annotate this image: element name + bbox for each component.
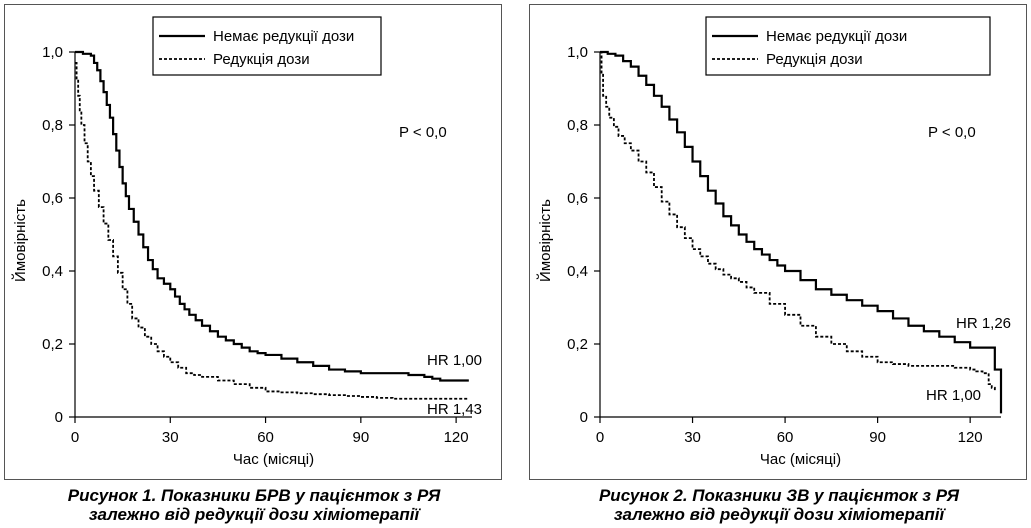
- x-tick-label: 120: [958, 429, 983, 446]
- x-tick-label: 90: [869, 429, 886, 446]
- hr-label: HR 1,00: [926, 387, 981, 404]
- km-chart-1: 0 0,2 0,4 0,6 0,8 1,0 0 30 60 90 120 Час (місяці) Йм…: [11, 16, 482, 468]
- caption-line-2: залежно від редукції дози хіміотерапії: [88, 505, 420, 524]
- y-tick-label: 0,4: [42, 263, 63, 280]
- hr-label: HR 1,00: [427, 352, 482, 369]
- legend-label: Немає редукції дози: [766, 28, 907, 45]
- figure-caption-2: Рисунок 2. Показники ЗВ у пацієнток з РЯ…: [529, 486, 1029, 524]
- y-tick-label: 0,2: [42, 336, 63, 353]
- caption-line-2: залежно від редукції дози хіміотерапії: [613, 505, 945, 524]
- x-tick-label: 90: [352, 429, 369, 446]
- y-tick-label: 0,6: [567, 190, 588, 207]
- legend-label: Редукція дози: [213, 51, 310, 68]
- x-tick-label: 120: [444, 429, 469, 446]
- x-tick-label: 0: [596, 429, 604, 446]
- axes: [594, 51, 1001, 423]
- x-tick-label: 30: [684, 429, 701, 446]
- y-tick-label: 0: [55, 409, 63, 426]
- y-tick-label: 0,8: [567, 117, 588, 134]
- series-line-no-reduction: [600, 50, 1003, 414]
- legend-box: [705, 16, 991, 76]
- chart-panel-2: 0 0,2 0,4 0,6 0,8 1,0 0 30 60 90 120 Час (місяці) Йм…: [529, 4, 1027, 480]
- series-line-dose-reduction: [600, 51, 996, 392]
- y-axis-title: Ймовірність: [536, 199, 554, 282]
- p-value-label: P < 0,0: [399, 124, 447, 141]
- x-tick-label: 0: [71, 429, 79, 446]
- caption-line-1: Рисунок 2. Показники ЗВ у пацієнток з РЯ: [598, 486, 960, 505]
- y-tick-label: 0: [580, 409, 588, 426]
- km-chart-2: 0 0,2 0,4 0,6 0,8 1,0 0 30 60 90 120 Час (місяці) Йм…: [536, 16, 1011, 468]
- y-tick-label: 0,4: [567, 263, 588, 280]
- y-tick-label: 0,8: [42, 117, 63, 134]
- x-axis-title: Час (місяці): [760, 451, 841, 468]
- p-value-label: P < 0,0: [928, 124, 976, 141]
- axes: [69, 51, 472, 423]
- x-tick-label: 60: [257, 429, 274, 446]
- y-tick-label: 0,2: [567, 336, 588, 353]
- legend-label: Редукція дози: [766, 51, 863, 68]
- series-line-dose-reduction: [75, 62, 469, 400]
- legend: Немає редукції дози Редукція дози: [152, 16, 382, 76]
- x-tick-label: 60: [777, 429, 794, 446]
- hr-label: HR 1,43: [427, 401, 482, 418]
- y-tick-label: 1,0: [567, 44, 588, 61]
- caption-line-1: Рисунок 1. Показники БРВ у пацієнток з Р…: [67, 486, 441, 505]
- x-tick-label: 30: [162, 429, 179, 446]
- figure-caption-1: Рисунок 1. Показники БРВ у пацієнток з Р…: [4, 486, 504, 524]
- x-axis-title: Час (місяці): [233, 451, 314, 468]
- legend-box: [152, 16, 382, 76]
- y-tick-label: 1,0: [42, 44, 63, 61]
- chart-panel-1: 0 0,2 0,4 0,6 0,8 1,0 0 30 60 90 120 Час (місяці) Йм…: [4, 4, 502, 480]
- hr-label: HR 1,26: [956, 315, 1011, 332]
- legend-label: Немає редукції дози: [213, 28, 354, 45]
- legend: Немає редукції дози Редукція дози: [705, 16, 991, 76]
- y-tick-label: 0,6: [42, 190, 63, 207]
- series-line-no-reduction: [75, 50, 469, 382]
- y-axis-title: Ймовірність: [11, 199, 29, 282]
